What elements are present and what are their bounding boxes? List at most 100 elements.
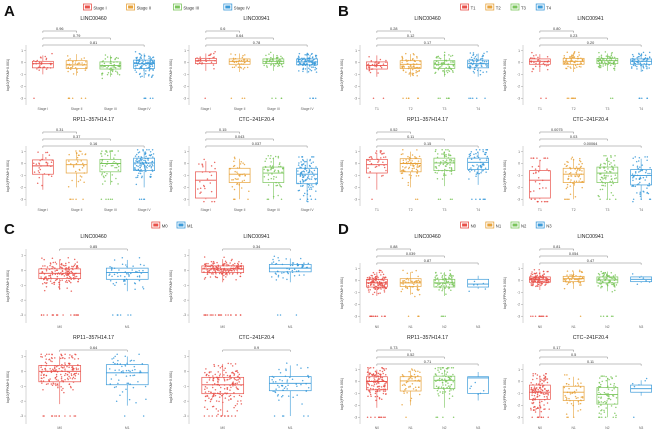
data-point <box>71 267 73 270</box>
data-point <box>409 164 412 166</box>
data-point <box>212 266 214 268</box>
data-point <box>606 277 608 279</box>
data-point <box>449 154 452 156</box>
data-point <box>236 369 238 372</box>
data-point <box>377 416 380 418</box>
data-point <box>74 60 77 62</box>
data-point <box>444 274 447 277</box>
data-point <box>369 278 371 281</box>
data-point <box>597 402 600 404</box>
data-point <box>441 378 443 380</box>
data-point <box>545 389 548 392</box>
data-point <box>236 379 238 381</box>
data-point <box>77 62 80 64</box>
data-point <box>445 67 447 69</box>
comparison-bracket: 0.15 <box>205 128 240 134</box>
data-point <box>645 169 648 172</box>
data-point <box>605 393 607 395</box>
data-point <box>102 66 104 68</box>
data-point <box>480 64 483 67</box>
data-point <box>139 370 141 372</box>
data-point <box>297 264 300 266</box>
data-point <box>452 162 455 164</box>
data-point <box>614 65 616 67</box>
data-point <box>276 54 278 57</box>
data-point <box>238 377 240 379</box>
data-point <box>600 282 603 285</box>
data-point <box>213 269 215 271</box>
data-point <box>636 56 638 59</box>
data-point <box>371 63 374 66</box>
data-point <box>451 279 453 281</box>
data-point <box>434 171 437 174</box>
p-value-label: 0.00064 <box>584 142 598 146</box>
data-point <box>579 169 581 172</box>
data-point <box>62 387 64 390</box>
data-point <box>434 282 437 284</box>
data-point <box>472 165 475 167</box>
data-point <box>369 71 372 74</box>
data-point <box>382 379 385 382</box>
data-point <box>303 170 305 173</box>
data-point <box>101 183 104 185</box>
data-point <box>579 281 582 283</box>
data-point <box>450 158 452 161</box>
x-tick-label: N3 <box>639 426 643 430</box>
data-point <box>299 182 302 184</box>
data-point <box>272 376 275 379</box>
data-point <box>213 262 216 264</box>
data-point <box>405 97 408 99</box>
data-point <box>543 377 545 380</box>
data-point <box>382 97 385 99</box>
data-point <box>73 264 76 267</box>
data-point <box>401 67 404 69</box>
data-point <box>149 154 152 157</box>
data-point <box>218 270 220 272</box>
data-point <box>481 170 483 172</box>
data-point <box>578 281 580 284</box>
data-point <box>409 72 411 74</box>
data-point <box>242 54 244 57</box>
data-point <box>302 264 305 267</box>
data-point <box>533 190 535 192</box>
data-point <box>611 51 613 54</box>
data-point <box>632 157 634 160</box>
box-T1 <box>529 51 551 99</box>
comparison-bracket: 0.6 <box>205 27 240 33</box>
data-point <box>239 378 241 380</box>
box-Stage I <box>195 158 217 203</box>
data-point <box>299 198 301 200</box>
data-point <box>240 400 242 402</box>
data-point <box>293 268 296 270</box>
data-point <box>547 64 549 67</box>
subplot-title: LINC00941 <box>577 234 603 240</box>
data-point <box>69 198 71 200</box>
data-point <box>436 172 438 174</box>
data-point <box>38 176 41 179</box>
data-point <box>45 353 48 355</box>
data-point <box>77 373 80 375</box>
data-point <box>212 260 215 263</box>
data-point <box>546 378 549 380</box>
data-point <box>146 167 148 169</box>
data-point <box>232 268 235 271</box>
data-point <box>39 64 41 66</box>
data-point <box>546 395 548 398</box>
data-point <box>199 62 201 64</box>
y-tick-label: -1 <box>354 291 357 295</box>
data-point <box>41 271 44 274</box>
data-point <box>531 273 534 276</box>
data-point <box>411 72 413 75</box>
data-point <box>569 393 572 395</box>
data-point <box>309 158 311 161</box>
data-point <box>601 272 604 275</box>
data-point <box>443 51 446 54</box>
data-point <box>544 392 547 395</box>
data-point <box>531 70 533 73</box>
box-iqr <box>562 167 585 183</box>
y-tick-label: -2 <box>183 186 186 190</box>
data-point <box>222 270 224 273</box>
data-point <box>383 166 386 169</box>
data-point <box>69 58 71 60</box>
